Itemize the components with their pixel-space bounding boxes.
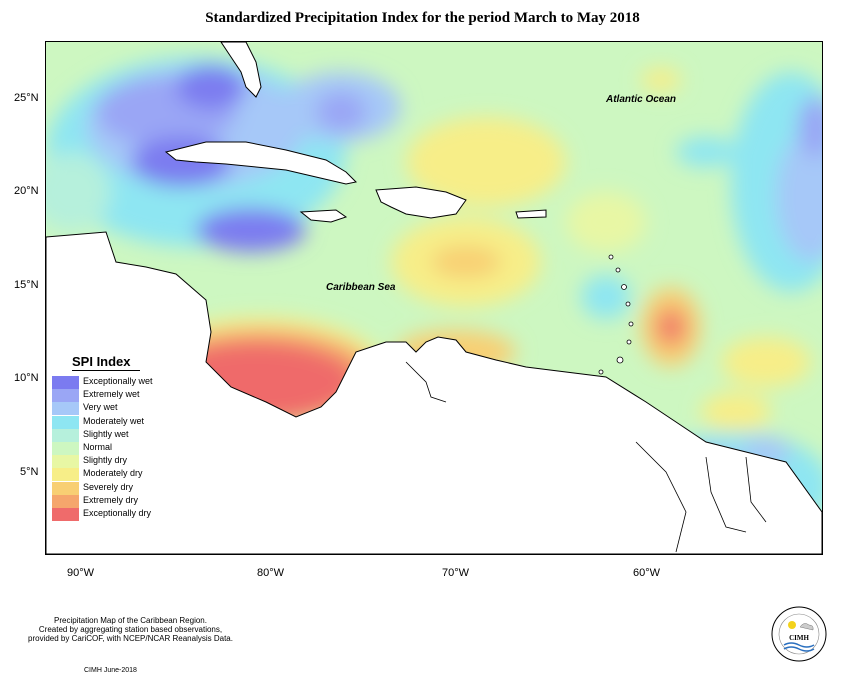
map-frame: Atlantic Ocean Caribbean Sea [45,41,823,555]
lat-tick-label: 10°N [14,372,39,384]
legend-label: Severely dry [83,481,134,492]
borders [405,361,767,553]
lon-tick-label: 90°W [67,567,95,579]
legend-label: Extremely wet [83,389,140,400]
legend-swatch [52,428,79,442]
legend-label: Exceptionally dry [83,508,152,518]
credit-line: provided by CariCOF, with NCEP/NCAR Rean… [28,634,233,643]
legend-title-underline [72,370,140,371]
spi-map [46,42,822,554]
legend-swatch [52,494,79,508]
legend-title: SPI Index [72,354,131,369]
atlantic-ocean-label: Atlantic Ocean [606,94,677,105]
caribbean-sea-label: Caribbean Sea [326,282,396,293]
legend-swatch [52,389,79,403]
legend-swatch [52,415,79,429]
legend-swatch [52,481,79,495]
legend-swatch [52,455,79,469]
land-masses [46,42,822,554]
lat-tick-label: 25°N [14,92,39,104]
logo-text: CIMH [789,634,809,642]
map-credit: Precipitation Map of the Caribbean Regio… [18,616,243,643]
legend-label: Normal [83,442,113,452]
cimh-logo: CIMH [771,606,827,662]
lon-tick-label: 70°W [442,567,470,579]
legend-label: Moderately wet [83,415,145,426]
legend-swatch [52,508,79,521]
lat-tick-label: 15°N [14,279,39,291]
map-title: Standardized Precipitation Index for the… [205,10,640,26]
lat-tick-label: 5°N [20,466,39,478]
lon-tick-label: 80°W [257,567,285,579]
spi-legend: SPI Index Exceptionally wet Extremely wet… [52,354,182,524]
credit-line: Precipitation Map of the Caribbean Regio… [54,616,207,625]
legend-swatch [52,376,79,389]
date-note: CIMH June-2018 [84,667,137,674]
lon-tick-label: 60°W [633,567,661,579]
legend-label: Very wet [83,402,118,413]
legend-label: Extremely dry [83,494,139,505]
lat-tick-label: 20°N [14,185,39,197]
lesser-antilles [598,254,634,375]
legend-swatch [52,442,79,455]
legend-swatch [52,468,79,482]
legend-label: Moderately dry [83,468,143,479]
credit-line: Created by aggregating station based obs… [38,625,223,634]
legend-label: Exceptionally wet [83,376,153,386]
legend-label: Slightly wet [83,428,129,439]
legend-label: Slightly dry [83,455,128,466]
legend-swatch [52,402,79,416]
